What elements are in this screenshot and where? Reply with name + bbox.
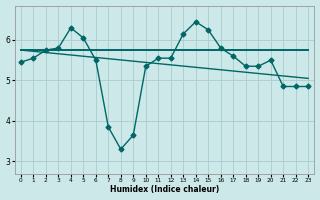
X-axis label: Humidex (Indice chaleur): Humidex (Indice chaleur)	[110, 185, 219, 194]
